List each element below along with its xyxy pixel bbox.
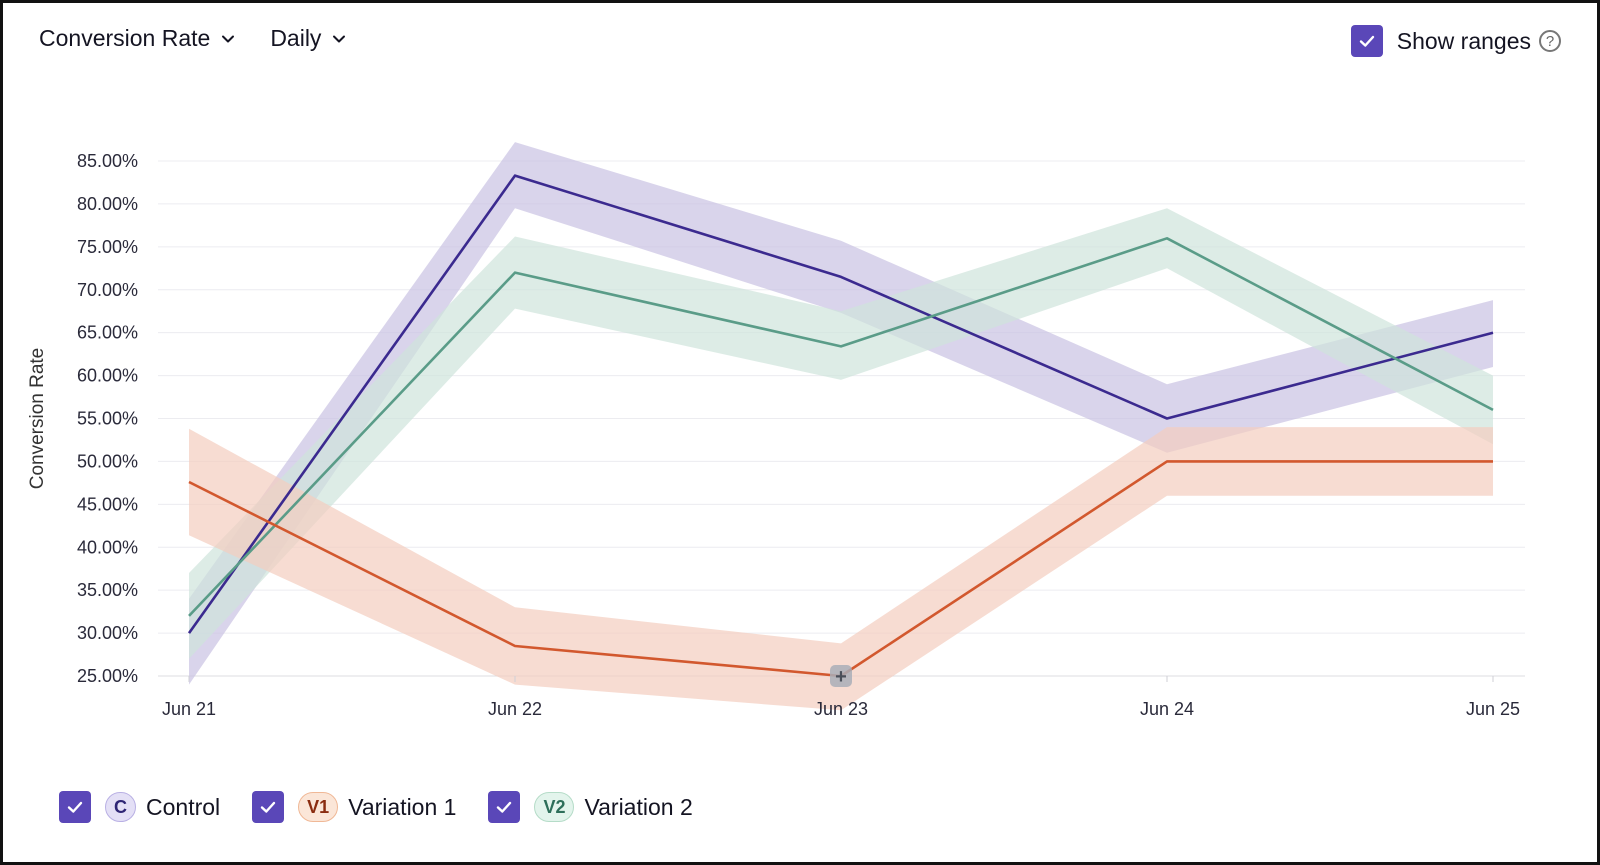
y-axis-label: Conversion Rate: [27, 348, 48, 490]
range-band-variation1: [189, 427, 1493, 711]
check-icon: [497, 801, 512, 813]
marker-box: [830, 665, 852, 687]
range-band-control: [189, 142, 1493, 685]
x-tick-label: Jun 24: [1140, 699, 1194, 719]
marker-plus-icon: +: [835, 666, 847, 688]
variation-2-label: Variation 2: [584, 793, 693, 820]
y-tick-label: 25.00%: [77, 666, 138, 686]
y-tick-label: 50.00%: [77, 451, 138, 471]
variation-2-badge: V2: [534, 792, 575, 822]
metric-dropdown[interactable]: Conversion Rate: [39, 25, 236, 52]
variation-2-checkbox[interactable]: [488, 791, 521, 823]
control-label: Control: [146, 793, 221, 820]
series-line-control: [187, 174, 1494, 634]
help-icon[interactable]: ?: [1539, 30, 1561, 52]
show-ranges-toggle: Show ranges ?: [1350, 25, 1561, 57]
chevron-down-icon: [222, 35, 235, 42]
variation-1-badge: V1: [298, 792, 339, 822]
y-tick-label: 30.00%: [77, 623, 138, 643]
y-tick-label: 40.00%: [77, 537, 138, 557]
period-dropdown[interactable]: Daily: [270, 25, 347, 52]
y-tick-label: 65.00%: [77, 323, 138, 343]
control-badge: C: [105, 792, 136, 822]
y-tick-label: 75.00%: [77, 237, 138, 257]
range-bands: [189, 142, 1493, 711]
chevron-down-icon: [333, 35, 346, 42]
legend-item-variation-1: V1 Variation 1: [252, 791, 456, 823]
y-tick-label: 70.00%: [77, 280, 138, 300]
y-tick-label: 80.00%: [77, 194, 138, 214]
x-tick-label: Jun 22: [488, 699, 542, 719]
legend: C Control V1 Variation 1 V2 Variation 2: [59, 791, 725, 823]
y-tick-label: 55.00%: [77, 409, 138, 429]
period-dropdown-label: Daily: [270, 25, 322, 51]
variation-1-checkbox[interactable]: [252, 791, 285, 823]
hover-marker[interactable]: +: [830, 665, 852, 688]
toolbar: Conversion Rate Daily: [39, 25, 347, 52]
variation-1-label: Variation 1: [348, 793, 457, 820]
legend-item-control: C Control: [59, 791, 220, 823]
series-line-variation2: [188, 237, 1494, 617]
show-ranges-label: Show ranges: [1396, 27, 1531, 54]
x-tick-label: Jun 21: [162, 699, 216, 719]
y-axis-ticks: 25.00% 30.00% 35.00% 40.00% 45.00% 50.00% 55.0…: [77, 151, 138, 686]
legend-item-variation-2: V2 Variation 2: [488, 791, 693, 823]
control-checkbox[interactable]: [59, 791, 91, 823]
check-icon: [260, 801, 276, 813]
show-ranges-checkbox[interactable]: [1350, 25, 1383, 57]
y-tick-label: 60.00%: [77, 366, 138, 386]
x-tick-label: Jun 23: [814, 699, 868, 719]
metric-dropdown-label: Conversion Rate: [39, 25, 211, 51]
x-axis-ticks: Jun 21 Jun 22 Jun 23 Jun 24 Jun 25: [162, 676, 1520, 719]
y-tick-label: 85.00%: [77, 151, 138, 171]
x-tick-label: Jun 25: [1466, 699, 1520, 719]
y-tick-label: 35.00%: [77, 580, 138, 600]
check-icon: [67, 801, 83, 813]
line-chart: 25.00% 30.00% 35.00% 40.00% 45.00% 50.00% 55.0…: [27, 142, 1525, 719]
y-tick-label: 45.00%: [77, 494, 138, 514]
check-icon: [1359, 35, 1374, 47]
